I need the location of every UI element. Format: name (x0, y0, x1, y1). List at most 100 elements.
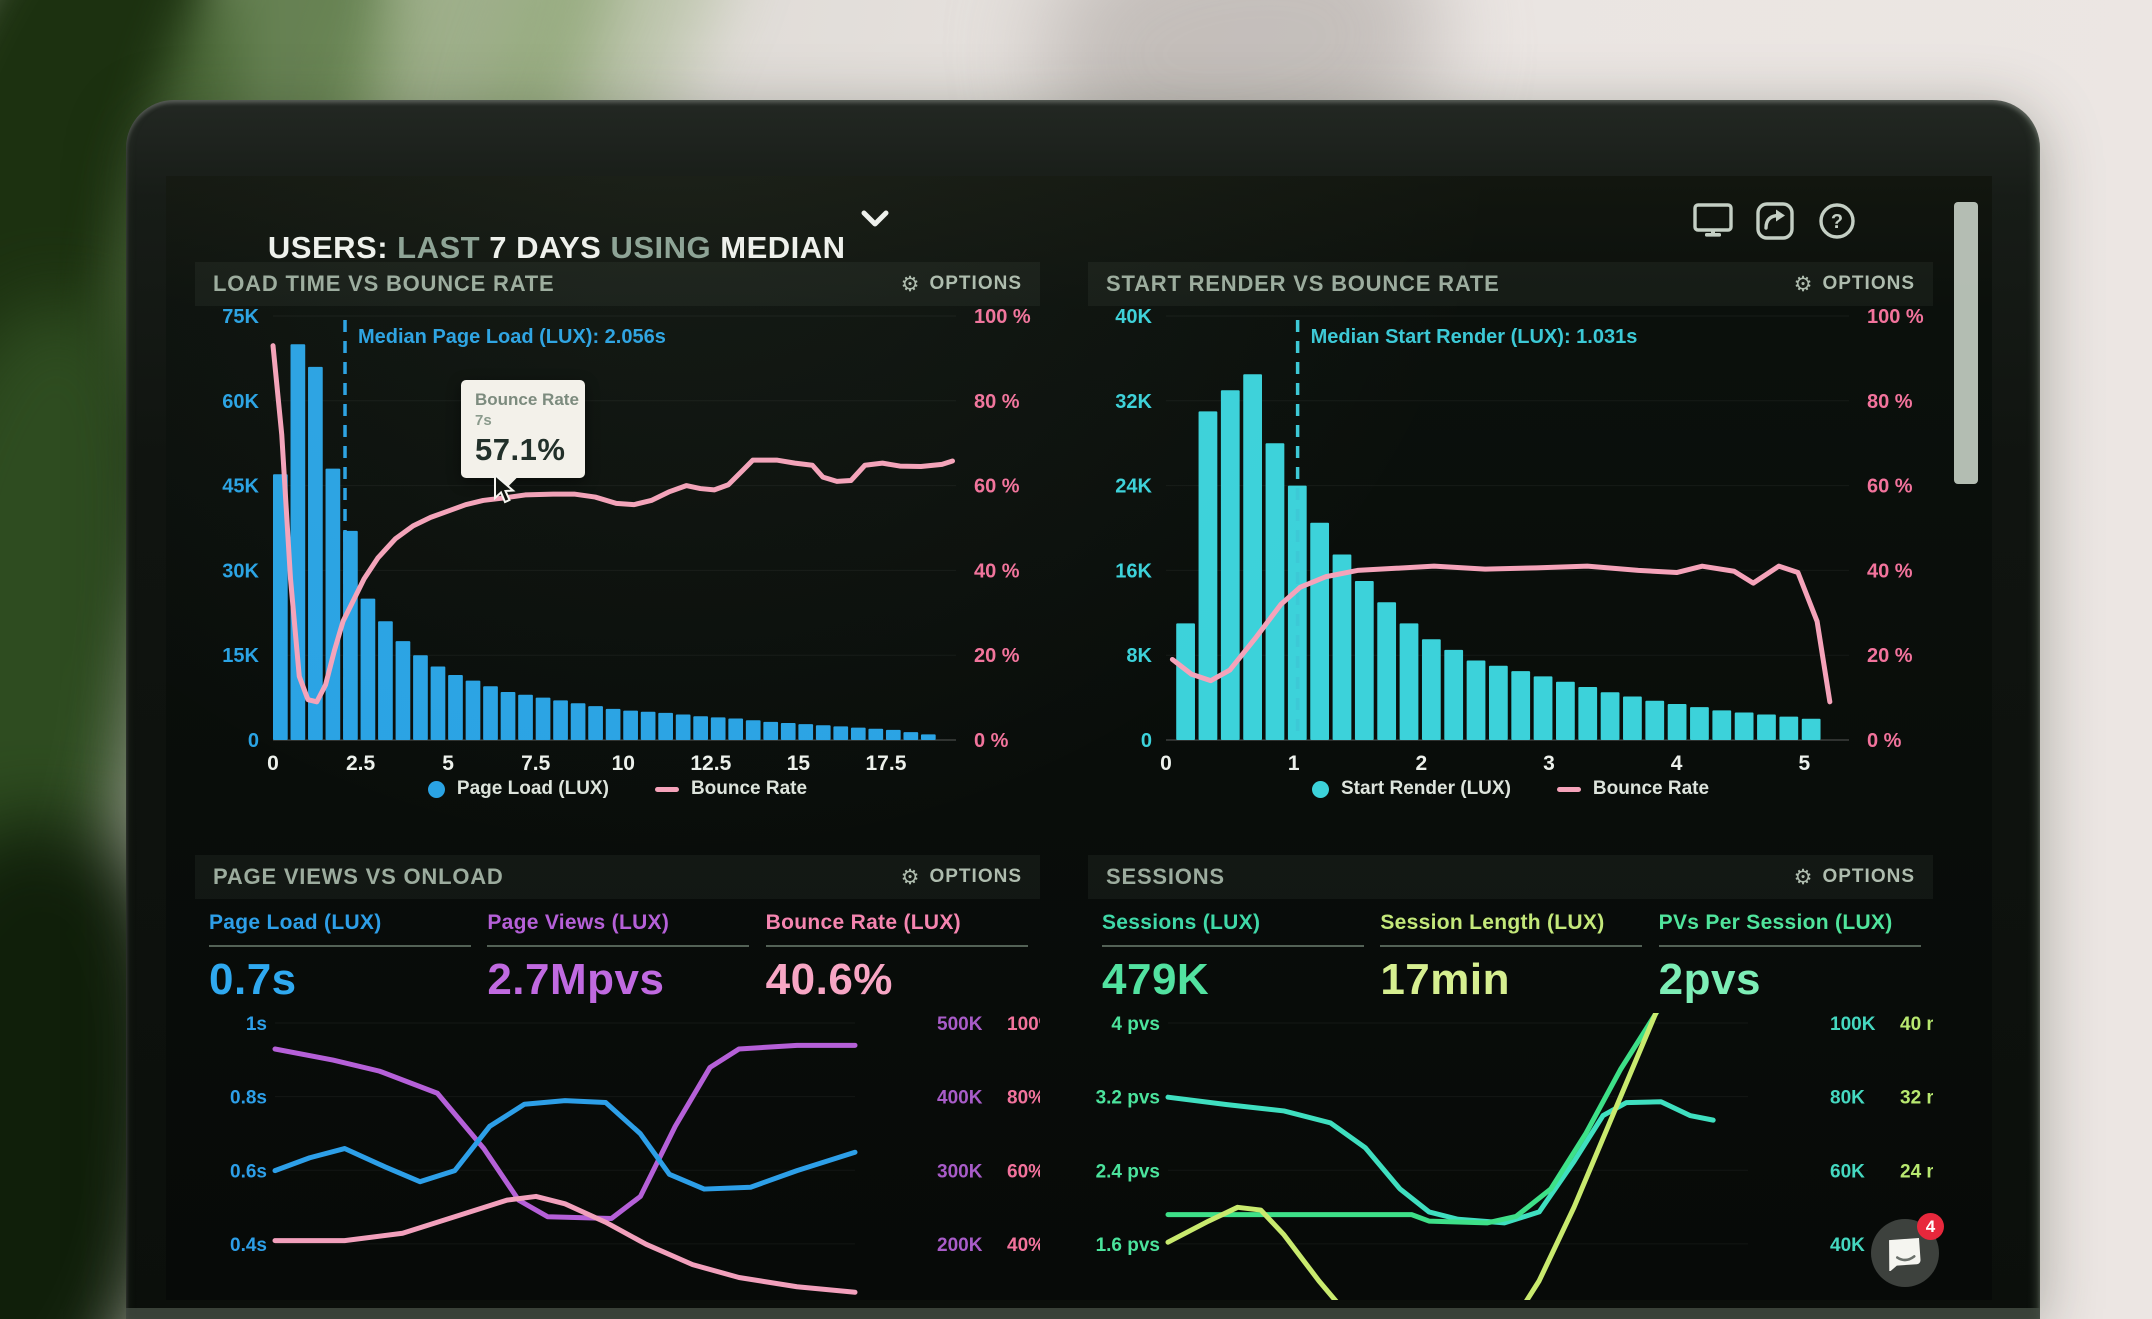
share-icon[interactable] (1755, 202, 1795, 240)
metric-divider (209, 945, 471, 947)
panel-title: LOAD TIME VS BOUNCE RATE (213, 271, 555, 296)
sessions-line-chart[interactable]: 4 pvs 100K 40 min 3.2 pvs 80K 32 min 2.4 pvs 60… (1088, 1013, 1933, 1300)
metric-divider (765, 945, 1028, 947)
svg-text:2.5: 2.5 (346, 752, 376, 775)
svg-text:12.5: 12.5 (690, 752, 731, 775)
metric-divider (1380, 945, 1643, 947)
users-range-selector[interactable]: USERS: LAST 7 DAYS USING MEDIAN (195, 194, 889, 302)
svg-text:20 %: 20 % (1867, 645, 1913, 667)
panel-load-time-vs-bounce-rate: LOAD TIME VS BOUNCE RATE ⚙ OPTIONS 75K 100… (195, 262, 1040, 832)
metric: Sessions (LUX) 479K (1102, 911, 1370, 1013)
svg-text:100%: 100% (1007, 1014, 1040, 1035)
svg-text:80 %: 80 % (1867, 391, 1913, 413)
svg-text:24 min: 24 min (1900, 1161, 1933, 1182)
svg-text:0 %: 0 % (974, 730, 1009, 752)
svg-text:17.5: 17.5 (866, 752, 907, 775)
options-button[interactable]: ⚙ OPTIONS (900, 865, 1022, 889)
metric-divider (1102, 945, 1364, 947)
metric-value: 2pvs (1658, 955, 1761, 1004)
metric-value: 40.6% (765, 955, 893, 1004)
svg-text:3: 3 (1543, 752, 1555, 775)
tooltip-series: Bounce Rate (475, 390, 579, 409)
chat-widget-button[interactable]: 4 (1871, 1213, 1944, 1287)
svg-text:45K: 45K (222, 476, 259, 498)
gear-icon: ⚙ (900, 865, 921, 889)
chevron-down-icon[interactable] (860, 202, 890, 238)
svg-text:0.6s: 0.6s (230, 1161, 267, 1182)
help-icon[interactable]: ? (1817, 202, 1857, 240)
metric: Session Length (LUX) 17min (1380, 911, 1648, 1013)
dashboard-screen: USERS: LAST 7 DAYS USING MEDIAN ? LOAD T… (166, 176, 1992, 1300)
metric-label: Session Length (LUX) (1380, 911, 1605, 934)
load-time-histogram-chart[interactable]: 75K 100 % 60K 80 % 45K 60 % 30K 40 % 15K 20 % 0 0 %… (195, 306, 1040, 776)
dash-marker-icon (1556, 786, 1581, 792)
svg-text:60K: 60K (1830, 1161, 1865, 1182)
panel-sessions: SESSIONS ⚙ OPTIONS Sessions (LUX) 479K Sess… (1088, 855, 1933, 1300)
legend-item[interactable]: Page Load (LUX) (427, 778, 609, 800)
panel-title: START RENDER VS BOUNCE RATE (1106, 271, 1500, 296)
display-icon[interactable] (1693, 202, 1733, 240)
svg-text:5: 5 (1798, 752, 1810, 775)
svg-text:40 %: 40 % (974, 560, 1020, 582)
svg-text:0.8s: 0.8s (230, 1088, 267, 1109)
metric-label: Page Load (LUX) (209, 911, 382, 934)
dashboard-header: USERS: LAST 7 DAYS USING MEDIAN ? (195, 194, 1955, 265)
metric-value: 0.7s (209, 955, 297, 1004)
svg-text:16K: 16K (1115, 560, 1152, 582)
svg-text:400K: 400K (937, 1088, 983, 1109)
gear-icon: ⚙ (1793, 272, 1814, 296)
start-render-histogram-chart[interactable]: 40K 100 % 32K 80 % 24K 60 % 16K 40 % 8K 20 % 0 0 % 0… (1088, 306, 1933, 776)
svg-text:1s: 1s (246, 1014, 267, 1035)
svg-text:500K: 500K (937, 1014, 983, 1035)
svg-text:60 %: 60 % (974, 476, 1020, 498)
metric-value: 17min (1380, 955, 1510, 1004)
metric: Bounce Rate (LUX) 40.6% (765, 911, 1034, 1013)
svg-text:2.4 pvs: 2.4 pvs (1096, 1161, 1160, 1182)
metric-value: 2.7Mpvs (487, 955, 665, 1004)
legend-item[interactable]: Bounce Rate (654, 778, 807, 800)
svg-text:2: 2 (1415, 752, 1427, 775)
metrics-row: Page Load (LUX) 0.7s Page Views (LUX) 2.7Mp… (195, 899, 1040, 1013)
dot-marker-icon (1311, 780, 1329, 798)
svg-text:60 %: 60 % (1867, 476, 1913, 498)
svg-text:0 %: 0 % (1867, 730, 1902, 752)
options-button[interactable]: ⚙ OPTIONS (900, 272, 1022, 296)
laptop-bottom-edge (126, 1308, 2040, 1319)
svg-text:0.4s: 0.4s (230, 1235, 267, 1256)
options-button[interactable]: ⚙ OPTIONS (1793, 272, 1915, 296)
svg-text:80K: 80K (1830, 1088, 1865, 1109)
panel-header: PAGE VIEWS VS ONLOAD ⚙ OPTIONS (195, 855, 1040, 899)
svg-text:Median Page Load (LUX): 2.056s: Median Page Load (LUX): 2.056s (358, 326, 666, 348)
svg-text:40 min: 40 min (1900, 1014, 1933, 1035)
svg-text:0: 0 (1160, 752, 1172, 775)
panel-header: START RENDER VS BOUNCE RATE ⚙ OPTIONS (1088, 262, 1933, 306)
svg-text:100 %: 100 % (1867, 306, 1924, 328)
metric: Page Load (LUX) 0.7s (209, 911, 477, 1013)
page-views-line-chart[interactable]: 1s 500K 100% 0.8s 400K 80% 0.6s 300K 60% 0.4s 200K… (195, 1013, 1040, 1300)
legend-item[interactable]: Start Render (LUX) (1311, 778, 1511, 800)
svg-text:20 %: 20 % (974, 645, 1020, 667)
svg-text:80 %: 80 % (974, 391, 1020, 413)
options-button[interactable]: ⚙ OPTIONS (1793, 865, 1915, 889)
dash-marker-icon (654, 786, 679, 792)
svg-text:60%: 60% (1007, 1161, 1040, 1182)
svg-text:1: 1 (1288, 752, 1300, 775)
metric-label: PVs Per Session (LUX) (1658, 911, 1893, 934)
svg-text:30K: 30K (222, 560, 259, 582)
metric-label: Page Views (LUX) (487, 911, 670, 934)
metric: Page Views (LUX) 2.7Mpvs (487, 911, 755, 1013)
page-title: USERS: LAST 7 DAYS USING MEDIAN (267, 230, 846, 265)
notification-badge: 4 (1917, 1213, 1944, 1240)
svg-text:40K: 40K (1830, 1235, 1865, 1256)
svg-text:0: 0 (248, 730, 259, 752)
svg-text:75K: 75K (222, 306, 259, 328)
metric-label: Bounce Rate (LUX) (765, 911, 961, 934)
legend-item[interactable]: Bounce Rate (1556, 778, 1709, 800)
svg-text:80%: 80% (1007, 1088, 1040, 1109)
svg-text:0: 0 (1141, 730, 1152, 752)
svg-text:40K: 40K (1115, 306, 1152, 328)
gear-icon: ⚙ (900, 272, 921, 296)
scrollbar[interactable] (1954, 202, 1978, 484)
svg-text:24K: 24K (1115, 476, 1152, 498)
